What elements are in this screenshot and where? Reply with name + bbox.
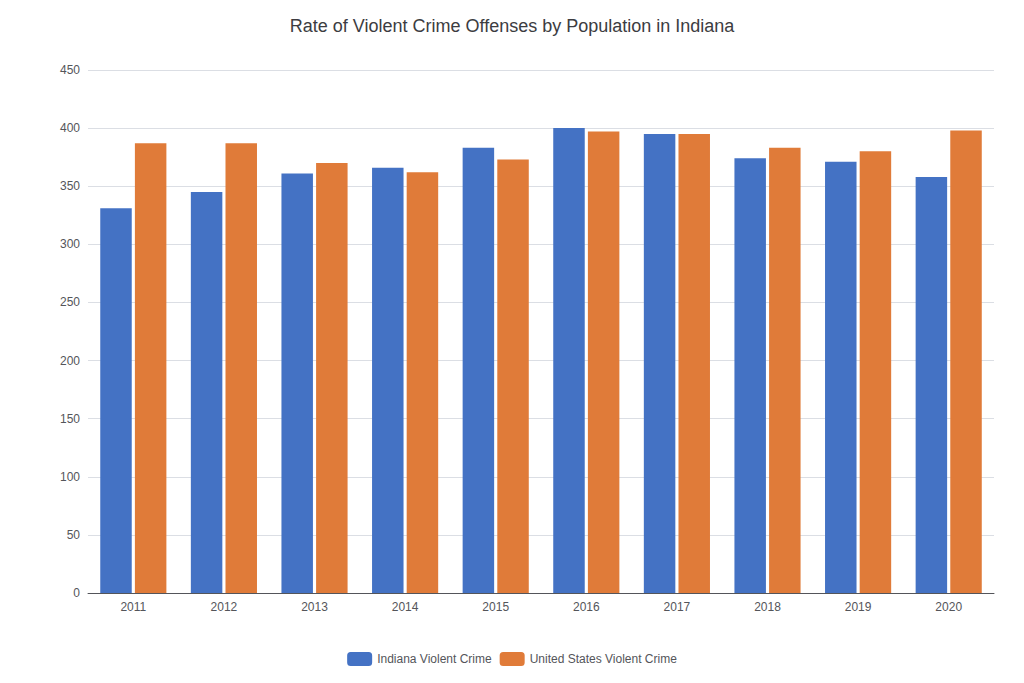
svg-text:2018: 2018 xyxy=(754,600,781,614)
svg-text:Indiana Violent Crime: Indiana Violent Crime xyxy=(377,652,492,666)
svg-text:2019: 2019 xyxy=(845,600,872,614)
svg-text:2016: 2016 xyxy=(573,600,600,614)
svg-text:200: 200 xyxy=(60,354,80,368)
svg-text:United States Violent Crime: United States Violent Crime xyxy=(530,652,678,666)
svg-text:2014: 2014 xyxy=(392,600,419,614)
svg-text:2011: 2011 xyxy=(120,600,146,614)
svg-text:100: 100 xyxy=(60,470,80,484)
svg-text:400: 400 xyxy=(60,121,80,135)
svg-text:2013: 2013 xyxy=(301,600,328,614)
svg-text:Rate of Violent Crime Offenses: Rate of Violent Crime Offenses by Popula… xyxy=(290,16,736,36)
svg-text:450: 450 xyxy=(60,63,80,77)
svg-text:300: 300 xyxy=(60,237,80,251)
svg-text:250: 250 xyxy=(60,295,80,309)
svg-text:2017: 2017 xyxy=(664,600,691,614)
svg-text:150: 150 xyxy=(60,412,80,426)
svg-text:2020: 2020 xyxy=(935,600,962,614)
svg-text:2015: 2015 xyxy=(482,600,509,614)
svg-text:0: 0 xyxy=(73,586,80,600)
svg-text:350: 350 xyxy=(60,179,80,193)
svg-text:2012: 2012 xyxy=(211,600,238,614)
svg-text:50: 50 xyxy=(67,528,81,542)
